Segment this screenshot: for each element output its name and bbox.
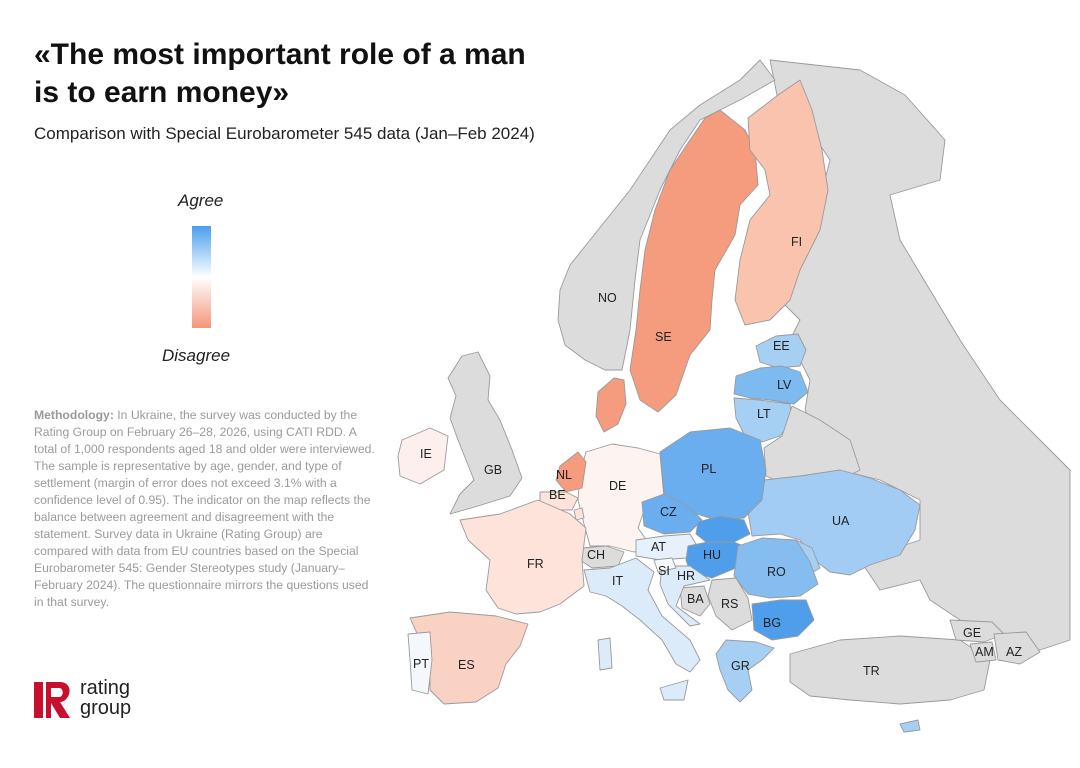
country-de: [577, 443, 665, 553]
country-gb: [447, 351, 523, 515]
label-am: AM: [975, 645, 994, 659]
country-si: [653, 557, 677, 573]
country-ua: [747, 469, 921, 576]
country-lv: [733, 365, 809, 405]
label-fr: FR: [527, 557, 544, 571]
country-no: [557, 59, 776, 371]
label-es: ES: [458, 658, 475, 672]
country-ie: [397, 427, 449, 485]
label-fi: FI: [791, 235, 802, 249]
label-pl: PL: [701, 462, 716, 476]
title-line-2: is to earn money»: [34, 76, 290, 109]
rating-group-logo: rating group: [34, 678, 164, 722]
label-ch: CH: [587, 548, 605, 562]
country-gr: [715, 639, 775, 703]
country-fr: [459, 499, 587, 615]
label-cz: CZ: [660, 505, 677, 519]
country-az: [993, 631, 1041, 665]
country-bg: [751, 599, 815, 641]
label-ge: GE: [963, 626, 981, 640]
country-sk: [695, 515, 751, 545]
country-cz: [641, 493, 703, 535]
legend-color-scale: [192, 226, 211, 328]
label-pt: PT: [413, 657, 429, 671]
methodology-text: In Ukraine, the survey was conducted by …: [34, 408, 375, 609]
country-ee: [755, 333, 807, 369]
label-si: SI: [658, 564, 670, 578]
country-ge: [949, 619, 1005, 643]
label-hr: HR: [677, 569, 695, 583]
label-tr: TR: [863, 664, 880, 678]
country-se: [629, 109, 759, 413]
country-tr: [789, 635, 991, 705]
label-no: NO: [598, 291, 617, 305]
label-nl: NL: [556, 468, 572, 482]
label-de: DE: [609, 479, 626, 493]
label-lv: LV: [777, 378, 792, 392]
label-hu: HU: [703, 548, 721, 562]
label-ee: EE: [773, 339, 790, 353]
logo-wordmark: rating group: [80, 678, 131, 718]
legend-agree-label: Agree: [178, 191, 224, 210]
country-fi: [734, 79, 829, 326]
label-ua: UA: [832, 514, 850, 528]
country-dk: [595, 377, 627, 433]
label-it: IT: [612, 574, 623, 588]
label-rs: RS: [721, 597, 738, 611]
country-ba: [679, 585, 711, 617]
country-ro: [733, 537, 819, 599]
country-lt: [733, 397, 793, 443]
legend-disagree-label: Disagree: [162, 346, 231, 365]
country-cy: [899, 719, 921, 733]
methodology-label: Methodology:: [34, 408, 114, 422]
label-gr: GR: [731, 659, 750, 673]
subtitle: Comparison with Special Eurobarometer 54…: [34, 124, 535, 143]
label-se: SE: [655, 330, 672, 344]
country-pt: [407, 631, 433, 695]
methodology-note: Methodology: In Ukraine, the survey was …: [34, 407, 379, 611]
label-be: BE: [549, 488, 566, 502]
label-bg: BG: [763, 616, 781, 630]
country-rs: [707, 577, 753, 631]
country-lu: [573, 507, 585, 521]
country-nl: [555, 451, 587, 493]
country-am: [969, 641, 997, 663]
label-az: AZ: [1006, 645, 1022, 659]
label-ba: BA: [687, 592, 704, 606]
country-it-sicily: [659, 679, 689, 701]
label-ie: IE: [420, 447, 432, 461]
page-title: «The most important role of a man is to …: [34, 36, 594, 112]
label-ro: RO: [767, 565, 786, 579]
label-lt: LT: [757, 407, 771, 421]
label-gb: GB: [484, 463, 502, 477]
logo-line-1: rating: [80, 677, 131, 699]
country-hr: [659, 565, 711, 627]
title-line-1: «The most important role of a man: [34, 38, 526, 71]
country-it-sardinia: [597, 637, 613, 671]
logo-mark-icon: [34, 682, 70, 718]
country-it: [583, 557, 701, 673]
label-at: AT: [651, 540, 666, 554]
logo-line-2: group: [80, 697, 132, 719]
